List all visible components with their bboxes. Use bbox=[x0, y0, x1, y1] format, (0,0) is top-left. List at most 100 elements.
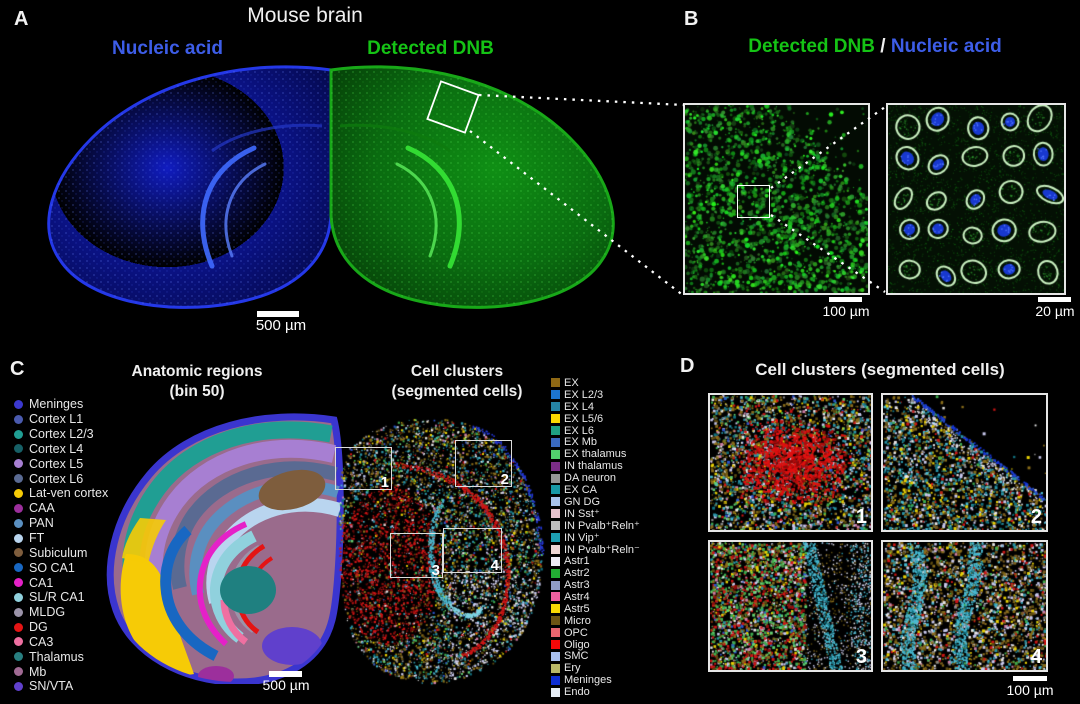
legend-item-label: Cortex L5 bbox=[29, 456, 84, 471]
dnb-speckle-image bbox=[685, 105, 868, 293]
legend-item: Cortex L5 bbox=[12, 456, 108, 471]
legend-item: SL/R CA1 bbox=[12, 590, 108, 605]
legend-item-label: Oligo bbox=[564, 638, 590, 651]
legend-item-label: Astr1 bbox=[564, 555, 590, 568]
legend-color-swatch bbox=[551, 556, 560, 566]
legend-item: Astr5 bbox=[551, 603, 640, 615]
roi-box-4: 4 bbox=[443, 528, 502, 574]
legend-item: Cortex L2/3 bbox=[12, 427, 108, 442]
legend-item: Cortex L4 bbox=[12, 442, 108, 457]
legend-color-swatch bbox=[551, 640, 560, 650]
legend-item-label: EX Mb bbox=[564, 436, 598, 449]
panel-c-label: C bbox=[10, 358, 25, 380]
legend-item-label: SN/VTA bbox=[29, 679, 74, 694]
legend-color-swatch bbox=[551, 426, 560, 435]
panel-c-scalebar-label: 500 µm bbox=[262, 677, 310, 693]
dnb-speckle-image-frame bbox=[683, 103, 870, 295]
cell-clusters-title: Cell clusters (segmented cells) bbox=[368, 362, 546, 402]
legend-item-label: DG bbox=[29, 620, 48, 635]
panel-a-right-caption: Detected DNB bbox=[367, 38, 494, 59]
legend-item-label: EX bbox=[564, 376, 579, 389]
legend-item: Astr1 bbox=[551, 555, 640, 567]
legend-color-swatch bbox=[551, 473, 560, 483]
legend-color-swatch bbox=[551, 663, 560, 673]
legend-color-swatch bbox=[14, 652, 23, 662]
legend-color-swatch bbox=[14, 592, 23, 602]
legend-item: DA neuron bbox=[551, 472, 640, 484]
anatomic-regions-title-line1: Anatomic regions bbox=[131, 363, 263, 380]
legend-item: IN Sst⁺ bbox=[551, 508, 640, 520]
legend-color-swatch bbox=[551, 651, 560, 661]
legend-item: FT bbox=[12, 531, 108, 546]
legend-item-label: Meninges bbox=[29, 397, 84, 412]
legend-item: Meninges bbox=[12, 397, 108, 412]
legend-color-swatch bbox=[551, 616, 560, 626]
cluster-inset-2-number: 2 bbox=[1030, 506, 1042, 528]
legend-item-label: GN DG bbox=[564, 495, 601, 508]
cell-clusters-title-line2: (segmented cells) bbox=[391, 383, 523, 400]
panel-a-title: Mouse brain bbox=[247, 4, 363, 27]
legend-color-swatch bbox=[551, 402, 560, 412]
anatomic-regions-image bbox=[106, 413, 344, 684]
legend-color-swatch bbox=[14, 399, 23, 409]
legend-item: Cortex L1 bbox=[12, 412, 108, 427]
panel-b-right-scalebar-label: 20 µm bbox=[1035, 303, 1075, 319]
cluster-inset-3-image bbox=[710, 542, 871, 670]
legend-item: Oligo bbox=[551, 639, 640, 651]
legend-item: CAA bbox=[12, 501, 108, 516]
nucleic-acid-section bbox=[47, 65, 333, 309]
cluster-inset-2-frame: 2 bbox=[881, 393, 1048, 532]
legend-color-swatch bbox=[14, 414, 23, 424]
legend-item: DG bbox=[12, 620, 108, 635]
legend-item-label: SO CA1 bbox=[29, 560, 75, 575]
legend-item-label: CAA bbox=[29, 501, 55, 516]
legend-item: EX Mb bbox=[551, 436, 640, 448]
legend-item: SO CA1 bbox=[12, 560, 108, 575]
legend-item-label: CA1 bbox=[29, 575, 54, 590]
panel-b-label: B bbox=[684, 8, 699, 30]
legend-item: IN Pvalb⁺Reln⁺ bbox=[551, 520, 640, 532]
panel-b-title-dnb: Detected DNB bbox=[748, 36, 875, 57]
legend-color-swatch bbox=[14, 459, 23, 469]
panel-b-title: Detected DNB / Nucleic acid bbox=[690, 36, 1060, 58]
legend-item-label: Astr5 bbox=[564, 602, 590, 615]
legend-item: CA3 bbox=[12, 635, 108, 650]
roi-box-2: 2 bbox=[455, 440, 512, 488]
anatomic-regions-title-line2: (bin 50) bbox=[169, 383, 225, 400]
legend-color-swatch bbox=[551, 509, 560, 519]
legend-color-swatch bbox=[551, 461, 560, 471]
anatomic-regions-title: Anatomic regions (bin 50) bbox=[108, 362, 286, 402]
legend-color-swatch bbox=[551, 544, 560, 554]
legend-color-swatch bbox=[551, 497, 560, 507]
legend-color-swatch bbox=[14, 637, 23, 647]
legend-item-label: Lat-ven cortex bbox=[29, 486, 109, 501]
legend-color-swatch bbox=[551, 675, 560, 685]
legend-item-label: EX L6 bbox=[564, 424, 594, 437]
legend-item-label: Astr3 bbox=[564, 579, 590, 592]
segmented-cells-image bbox=[888, 105, 1064, 293]
legend-item-label: SMC bbox=[564, 650, 589, 663]
legend-item: Cortex L6 bbox=[12, 471, 108, 486]
legend-item-label: Subiculum bbox=[29, 545, 88, 560]
legend-color-swatch bbox=[14, 444, 23, 454]
roi-box-4-number: 4 bbox=[490, 557, 499, 574]
legend-item: Ery bbox=[551, 662, 640, 674]
cell-clusters-title-line1: Cell clusters bbox=[410, 363, 504, 380]
legend-item: IN Vip⁺ bbox=[551, 532, 640, 544]
legend-item: Astr4 bbox=[551, 591, 640, 603]
legend-item-label: CA3 bbox=[29, 634, 54, 649]
legend-item-label: Endo bbox=[564, 686, 590, 699]
legend-item-label: Ery bbox=[564, 662, 581, 675]
roi-box-3-number: 3 bbox=[431, 562, 440, 579]
legend-item: MLDG bbox=[12, 605, 108, 620]
legend-color-swatch bbox=[551, 390, 560, 400]
cell-clusters-image bbox=[333, 404, 545, 688]
legend-item: Lat-ven cortex bbox=[12, 486, 108, 501]
legend-color-swatch bbox=[14, 518, 23, 528]
cluster-inset-4-image bbox=[883, 542, 1046, 670]
legend-item: Mb bbox=[12, 664, 108, 679]
legend-item-label: EX L2/3 bbox=[564, 388, 604, 401]
legend-color-swatch bbox=[14, 578, 23, 588]
panel-d-title: Cell clusters (segmented cells) bbox=[755, 360, 1005, 379]
legend-item: SN/VTA bbox=[12, 679, 108, 694]
